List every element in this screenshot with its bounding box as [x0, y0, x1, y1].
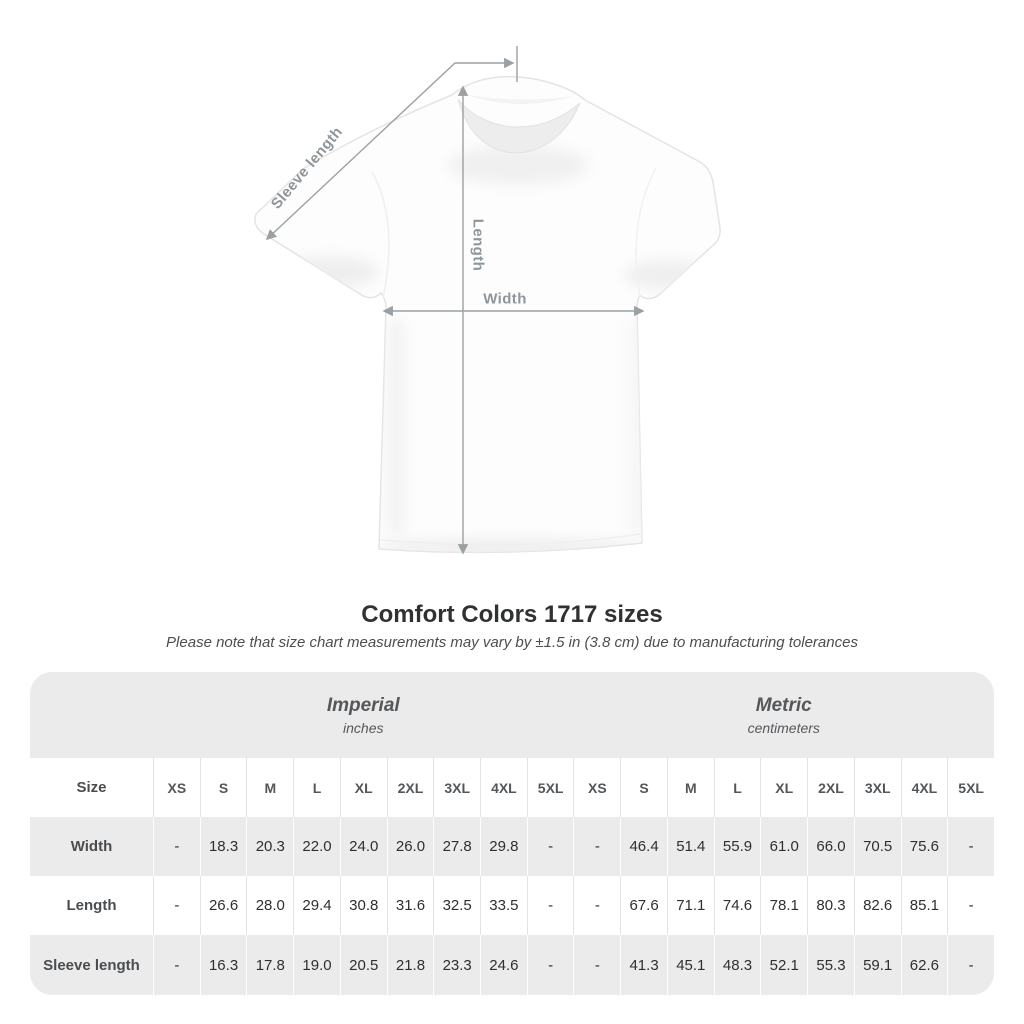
imperial-value-cell: 27.8 — [433, 817, 480, 876]
imperial-size-header: M — [246, 758, 293, 817]
imperial-size-header: 5XL — [526, 758, 574, 817]
metric-size-header: 2XL — [807, 758, 854, 817]
imperial-size-header: 2XL — [386, 758, 434, 817]
imperial-value-cell: 19.0 — [293, 935, 340, 995]
imperial-value-cell: - — [526, 817, 574, 876]
row-label-cell: Sleeve length — [43, 956, 140, 974]
metric-value-cell: 75.6 — [900, 817, 948, 876]
table-body: Width -18.3 20.3 22.0 24.0 26.0 27.8 29.8- -46.4… — [30, 817, 994, 995]
imperial-value-cell: 20.3 — [246, 817, 293, 876]
metric-value-cell: 80.3 — [807, 876, 854, 935]
size-table: Imperial inches Metric centimeters Size X… — [30, 672, 994, 995]
imperial-value-cell: - — [153, 817, 200, 876]
metric-value-cell: - — [573, 817, 620, 876]
metric-value-cell: 55.3 — [807, 935, 854, 995]
metric-size-header: XS — [573, 758, 620, 817]
metric-size-header: S — [620, 758, 667, 817]
table-row-width: Width -18.3 20.3 22.0 24.0 26.0 27.8 29.8- -46.4… — [30, 817, 994, 876]
row-label-cell: Width — [70, 838, 113, 855]
tolerance-note: Please note that size chart measurements… — [166, 634, 858, 651]
table-row-sleeve-length: Sleeve length -16.3 17.8 19.0 20.5 21.8 23.3 24… — [30, 935, 994, 995]
imperial-value-cell: 16.3 — [199, 935, 247, 995]
metric-value-cell: - — [947, 817, 994, 876]
metric-value-cell: 48.3 — [713, 935, 761, 995]
imperial-size-header: XS — [153, 758, 200, 817]
tshirt-diagram: Sleeve length Length Width — [254, 46, 721, 555]
metric-unit: centimeters — [747, 719, 820, 736]
imperial-value-cell: 31.6 — [386, 876, 434, 935]
metric-value-cell: 61.0 — [760, 817, 807, 876]
size-header-row: Size XS S M L XL 2XL 3XL 4XL 5XL XS S M L XL 2XL 3XL 4XL 5… — [30, 758, 994, 817]
imperial-value-cell: - — [526, 935, 574, 995]
metric-size-header: L — [713, 758, 761, 817]
imperial-value-cell: - — [153, 935, 200, 995]
metric-value-cell: - — [947, 935, 994, 995]
imperial-value-cell: 23.3 — [433, 935, 480, 995]
size-column-header: Size — [76, 779, 107, 796]
metric-value-cell: 67.6 — [620, 876, 667, 935]
imperial-size-header: S — [199, 758, 247, 817]
metric-value-cell: 71.1 — [666, 876, 714, 935]
metric-size-header: M — [666, 758, 714, 817]
width-label: Width — [483, 290, 527, 308]
imperial-value-cell: 30.8 — [339, 876, 387, 935]
imperial-value-cell: 29.8 — [480, 817, 527, 876]
imperial-value-cell: - — [153, 876, 200, 935]
imperial-size-header: 4XL — [480, 758, 527, 817]
metric-value-cell: 41.3 — [620, 935, 667, 995]
metric-value-cell: 51.4 — [666, 817, 714, 876]
imperial-value-cell: 18.3 — [199, 817, 247, 876]
metric-size-header: 4XL — [900, 758, 948, 817]
metric-value-cell: 59.1 — [853, 935, 901, 995]
page-title: Comfort Colors 1717 sizes — [361, 601, 663, 628]
imperial-value-cell: 20.5 — [339, 935, 387, 995]
metric-value-cell: - — [947, 876, 994, 935]
imperial-size-header: L — [293, 758, 340, 817]
imperial-value-cell: 26.0 — [386, 817, 434, 876]
metric-value-cell: 52.1 — [760, 935, 807, 995]
metric-value-cell: 70.5 — [853, 817, 901, 876]
metric-value-cell: 74.6 — [713, 876, 761, 935]
imperial-name: Imperial — [326, 694, 400, 716]
imperial-value-cell: 22.0 — [293, 817, 340, 876]
metric-name: Metric — [755, 694, 812, 716]
metric-value-cell: 85.1 — [900, 876, 948, 935]
metric-value-cell: 66.0 — [807, 817, 854, 876]
imperial-value-cell: 26.6 — [199, 876, 247, 935]
metric-size-header: 5XL — [947, 758, 994, 817]
length-label: Length — [469, 218, 487, 272]
imperial-unit: inches — [343, 719, 384, 736]
sleeve-length-arrow — [265, 57, 515, 241]
imperial-value-cell: 17.8 — [246, 935, 293, 995]
imperial-value-cell: - — [526, 876, 574, 935]
imperial-value-cell: 33.5 — [480, 876, 527, 935]
metric-value-cell: - — [573, 876, 620, 935]
metric-value-cell: 62.6 — [900, 935, 948, 995]
table-row-length: Length -26.6 28.0 29.4 30.8 31.6 32.5 33.5- -67.… — [30, 876, 994, 935]
metric-value-cell: - — [573, 935, 620, 995]
unit-header-row: Imperial inches Metric centimeters — [30, 672, 994, 758]
row-label-cell: Length — [66, 897, 117, 914]
metric-value-cell: 45.1 — [666, 935, 714, 995]
imperial-size-header: 3XL — [433, 758, 480, 817]
metric-size-header: XL — [760, 758, 807, 817]
imperial-value-cell: 28.0 — [246, 876, 293, 935]
metric-size-header: 3XL — [853, 758, 901, 817]
imperial-value-cell: 29.4 — [293, 876, 340, 935]
imperial-value-cell: 24.6 — [480, 935, 527, 995]
metric-header: Metric centimeters — [574, 695, 995, 736]
imperial-header: Imperial inches — [153, 695, 574, 736]
metric-value-cell: 46.4 — [620, 817, 667, 876]
measurement-arrows — [265, 46, 645, 555]
metric-value-cell: 82.6 — [853, 876, 901, 935]
metric-value-cell: 55.9 — [713, 817, 761, 876]
tshirt-illustration — [254, 46, 721, 555]
metric-value-cell: 78.1 — [760, 876, 807, 935]
imperial-value-cell: 24.0 — [339, 817, 387, 876]
imperial-size-header: XL — [339, 758, 387, 817]
imperial-value-cell: 21.8 — [386, 935, 434, 995]
imperial-value-cell: 32.5 — [433, 876, 480, 935]
